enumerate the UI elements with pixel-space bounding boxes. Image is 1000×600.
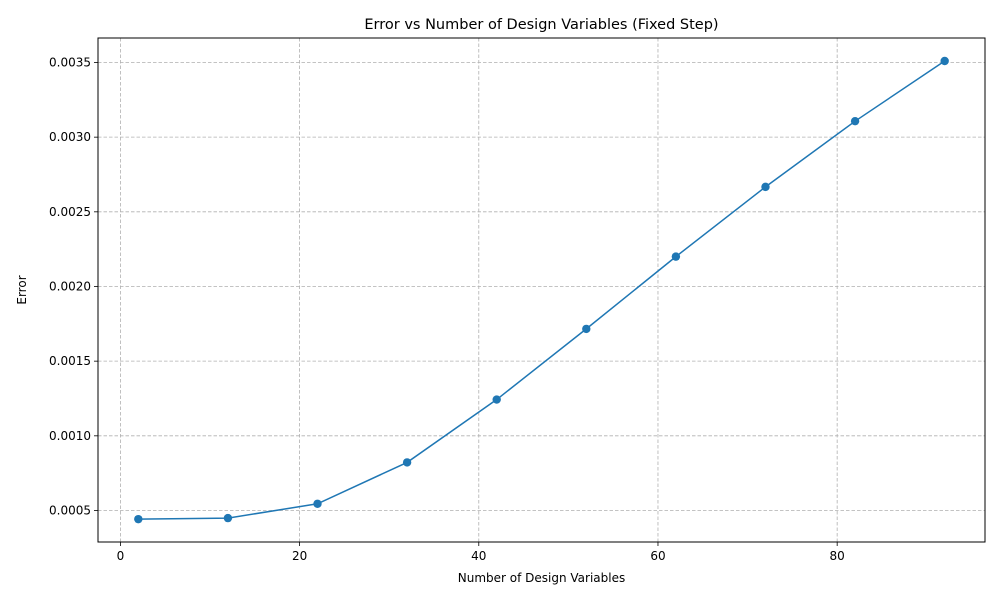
series-line [138,60,946,520]
series-layer [134,56,949,524]
data-point [761,182,770,192]
data-point [402,458,412,467]
data-point [582,324,591,334]
y-tick-label: 0.0005 [49,503,91,517]
y-tick-label: 0.0035 [49,55,91,69]
data-point [223,513,233,523]
chart-title: Error vs Number of Design Variables (Fix… [364,17,718,33]
grid [98,38,985,542]
ticks: 0 20 40 60 80 0.0005 0.0010 0.0015 0.0020 0.0025 0… [49,55,845,563]
data-point [850,116,860,126]
data-point [134,514,143,524]
y-tick-label: 0.0025 [49,205,91,219]
data-point [313,499,322,508]
x-tick-label: 0 [117,549,125,563]
y-axis-label: Error [15,275,29,304]
y-tick-label: 0.0015 [49,354,91,368]
x-tick-label: 60 [650,549,665,563]
plot-frame [97,37,986,543]
y-tick-label: 0.0020 [49,279,91,293]
x-tick-label: 20 [292,549,307,563]
x-tick-label: 80 [830,549,845,563]
x-axis-label: Number of Design Variables [458,571,625,585]
x-tick-label: 40 [471,549,486,563]
data-point [492,395,501,404]
y-tick-label: 0.0030 [49,130,91,144]
y-tick-label: 0.0010 [49,429,91,443]
data-point [940,56,949,66]
data-point [671,252,681,261]
